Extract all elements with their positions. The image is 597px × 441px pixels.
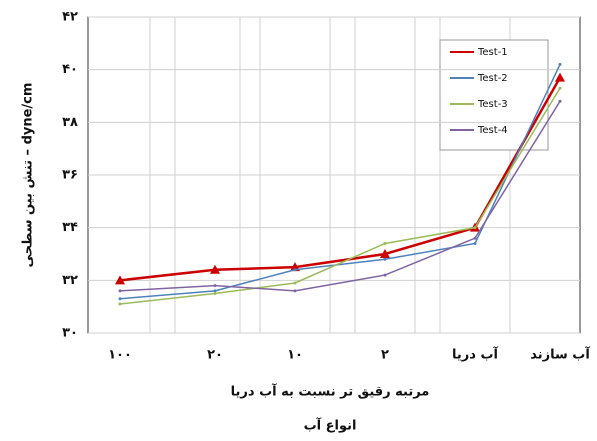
series-line (119, 76, 562, 282)
marker (473, 236, 477, 240)
y-tick-label: ۳۴ (62, 220, 78, 235)
marker (293, 281, 297, 285)
marker (115, 275, 125, 285)
marker (555, 72, 565, 82)
marker (383, 241, 387, 245)
legend-label: Test-3 (477, 99, 508, 110)
legend-label: Test-2 (477, 73, 508, 84)
y-tick-label: ۳۰ (62, 326, 78, 341)
marker (473, 241, 477, 245)
marker (473, 226, 477, 230)
x-tick-label: ۱۰ (287, 348, 303, 363)
y-tick-label: ۳۲ (62, 273, 78, 288)
x-tick-label: ۲ (381, 348, 389, 363)
marker (383, 257, 387, 261)
marker (380, 249, 390, 258)
marker (118, 302, 122, 306)
marker (293, 289, 297, 293)
marker (210, 264, 220, 274)
x-tick-label: آب سازند (530, 346, 590, 363)
marker (118, 297, 122, 301)
legend-label: Test-4 (477, 125, 508, 136)
x-axis-label-2: انواع آب (304, 417, 357, 434)
marker (558, 62, 562, 66)
legend-label: Test-1 (477, 47, 508, 58)
x-tick-label: ۲۰ (207, 348, 223, 363)
y-axis-label: تنش بین سطحی – dyne/cm (21, 83, 36, 268)
y-tick-label: ۴۰ (62, 62, 78, 77)
y-tick-label: ۴۲ (62, 10, 78, 25)
y-tick-label: ۳۸ (62, 115, 78, 130)
series-line (119, 64, 561, 300)
marker (558, 86, 562, 90)
y-tick-label: ۳۶ (62, 168, 78, 183)
marker (118, 289, 122, 293)
x-axis-label: مرتبه رقیق تر نسبت به آب دریا (231, 383, 430, 400)
marker (383, 273, 387, 277)
marker (293, 268, 297, 272)
series-line (119, 87, 561, 305)
x-tick-label: آب دریا (452, 346, 499, 363)
series-line (119, 100, 561, 292)
marker (213, 292, 217, 295)
marker (213, 289, 217, 293)
marker (558, 99, 562, 103)
marker (213, 284, 217, 288)
x-tick-label: ۱۰۰ (108, 348, 132, 363)
